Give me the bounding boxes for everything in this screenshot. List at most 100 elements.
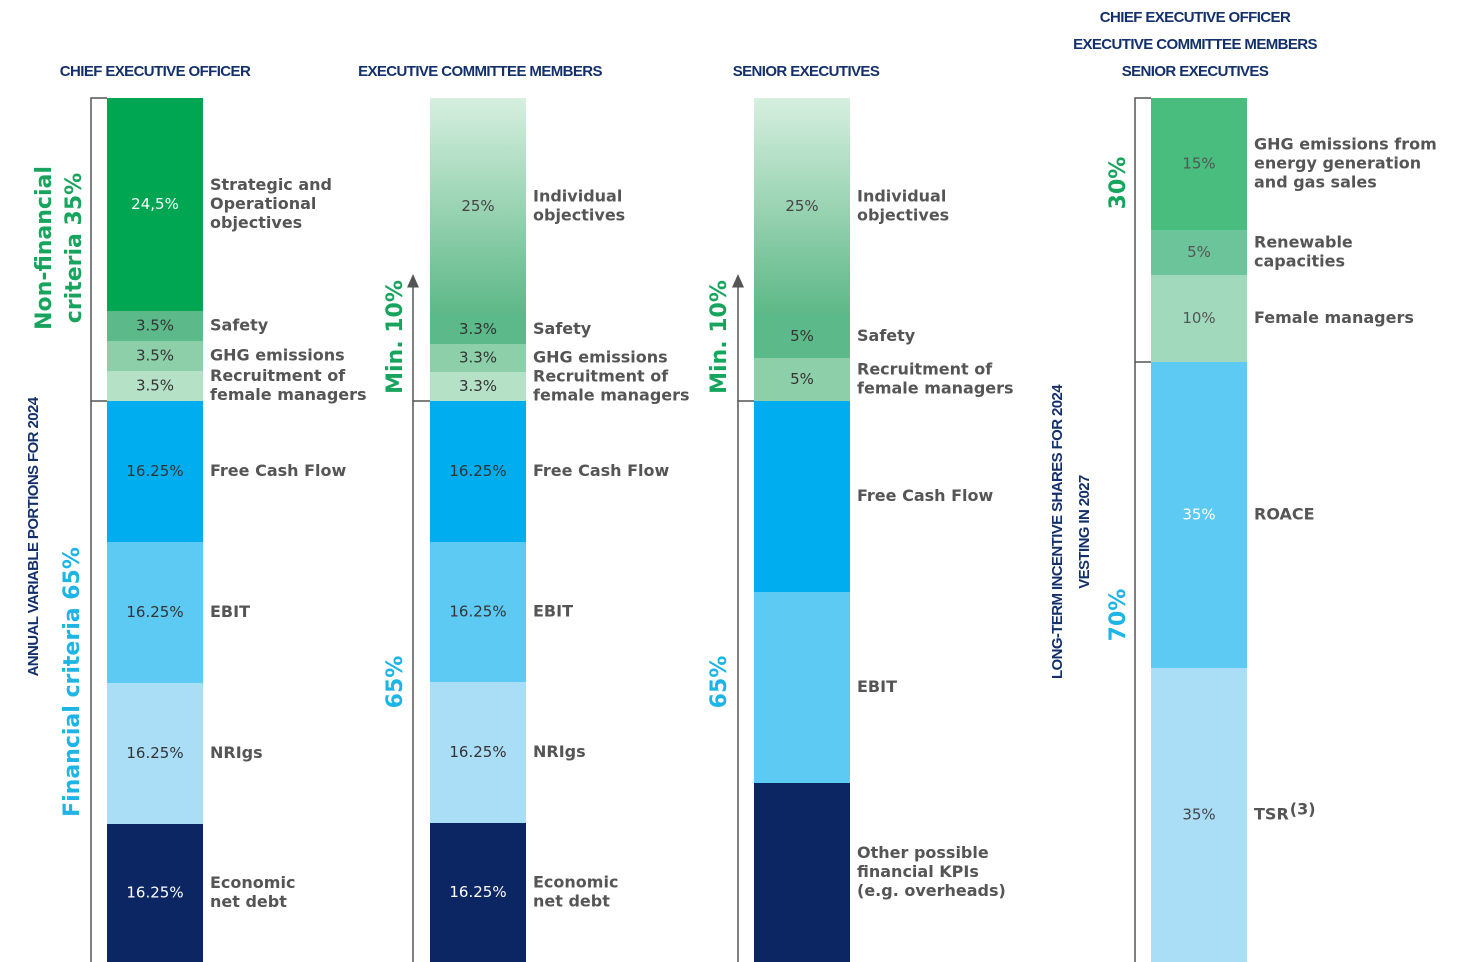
segment-value: 3.3% (459, 377, 497, 395)
segment (107, 98, 203, 311)
axis-label: VESTING IN 2027 (1076, 475, 1093, 589)
segment-description: EBIT (533, 602, 573, 621)
segment-description: Strategic and (210, 175, 332, 194)
segment-description: female managers (857, 379, 1014, 398)
segment-description: Economic (533, 873, 618, 892)
segment (1151, 275, 1247, 362)
segment-description: and gas sales (1254, 173, 1377, 192)
segment (430, 823, 526, 962)
segment-description: Safety (533, 319, 592, 338)
segment-value: 16.25% (449, 883, 506, 901)
segment-description: GHG emissions (533, 348, 668, 367)
segment (754, 592, 850, 783)
segment-description: NRIgs (210, 743, 263, 762)
segment-value: 16.25% (126, 603, 183, 621)
superscript: (3) (1290, 800, 1316, 819)
bracket (90, 97, 107, 962)
axis-label: ANNUAL VARIABLE PORTIONS FOR 2024 (25, 396, 42, 676)
segment-description: female managers (210, 385, 367, 404)
segment-value: 16.25% (449, 603, 506, 621)
segment (430, 682, 526, 823)
segment-description: capacities (1254, 252, 1345, 271)
segment-value: 15% (1182, 155, 1215, 173)
segment (1151, 362, 1247, 668)
segment-description: EBIT (857, 677, 897, 696)
segment (754, 783, 850, 962)
segment-value: 16.25% (449, 462, 506, 480)
bracket (412, 400, 430, 962)
segment-description: Operational (210, 194, 316, 213)
segment-description: energy generation (1254, 154, 1421, 173)
segment-value: 10% (1182, 309, 1215, 327)
segment-description: GHG emissions (210, 346, 345, 365)
segment-value: 5% (790, 370, 814, 388)
segment-description: Female managers (1254, 308, 1414, 327)
side-label: 30% (1106, 157, 1131, 210)
axis-label: LONG-TERM INCENTIVE SHARES FOR 2024 (1049, 384, 1066, 679)
segment-description: Individual (533, 187, 622, 206)
segment-description: Individual (857, 187, 946, 206)
segment-value: 25% (785, 197, 818, 215)
segment-description: Renewable (1254, 233, 1353, 252)
segment-value: 3.5% (136, 317, 174, 335)
segment-value: 35% (1182, 806, 1215, 824)
segment-value: 25% (461, 197, 494, 215)
segment (754, 401, 850, 592)
segment-description: Recruitment of (210, 366, 346, 385)
segment (430, 344, 526, 372)
segment-description: net debt (533, 892, 610, 911)
segment (754, 315, 850, 358)
bracket (737, 400, 754, 962)
column-title: EXECUTIVE COMMITTEE MEMBERS (358, 63, 602, 80)
segment-description: TSR (1254, 805, 1289, 824)
column-title: CHIEF EXECUTIVE OFFICER (1100, 9, 1291, 26)
segment (107, 341, 203, 371)
side-label: Non-financial (32, 166, 57, 330)
side-label: criteria 35% (62, 173, 87, 323)
segment-value: 3.3% (459, 349, 497, 367)
segment (107, 371, 203, 401)
segment-description: ROACE (1254, 505, 1315, 524)
segment-description: objectives (533, 206, 625, 225)
segment (430, 315, 526, 344)
segment (430, 542, 526, 682)
side-label: 65% (707, 656, 732, 709)
segment (430, 401, 526, 542)
segment-description: objectives (857, 206, 949, 225)
segment-value: 24,5% (131, 195, 179, 213)
segment (107, 401, 203, 542)
segment-value: 16.25% (126, 744, 183, 762)
segment (430, 98, 526, 315)
segment-value: 16.25% (449, 743, 506, 761)
segment-description: financial KPIs (857, 862, 979, 881)
segment-value: 16.25% (126, 462, 183, 480)
segment-description: EBIT (210, 602, 250, 621)
segment (1151, 230, 1247, 275)
segment-description: Safety (210, 316, 269, 335)
segment-value: 5% (790, 327, 814, 345)
segment-value: 3.3% (459, 320, 497, 338)
segment (754, 98, 850, 315)
segment-description: NRIgs (533, 742, 586, 761)
side-label: 70% (1106, 589, 1131, 642)
segment (430, 372, 526, 401)
segment-description: GHG emissions from (1254, 135, 1437, 154)
segment-description: objectives (210, 213, 302, 232)
segment (754, 358, 850, 401)
segment-description: Free Cash Flow (857, 486, 994, 505)
side-label: Min. 10% (707, 280, 732, 394)
segment-description: (e.g. overheads) (857, 881, 1006, 900)
side-label: Financial criteria 65% (60, 547, 85, 817)
column-title: CHIEF EXECUTIVE OFFICER (60, 63, 251, 80)
segment-value: 3.5% (136, 377, 174, 395)
segment (107, 311, 203, 341)
bracket (1134, 97, 1151, 962)
segment-description: Free Cash Flow (210, 461, 347, 480)
segment-value: 3.5% (136, 347, 174, 365)
column-title: EXECUTIVE COMMITTEE MEMBERS (1073, 36, 1317, 53)
segment-value: 16.25% (126, 884, 183, 902)
segment (1151, 98, 1247, 230)
segment-description: Free Cash Flow (533, 461, 670, 480)
segment-description: Recruitment of (533, 367, 669, 386)
